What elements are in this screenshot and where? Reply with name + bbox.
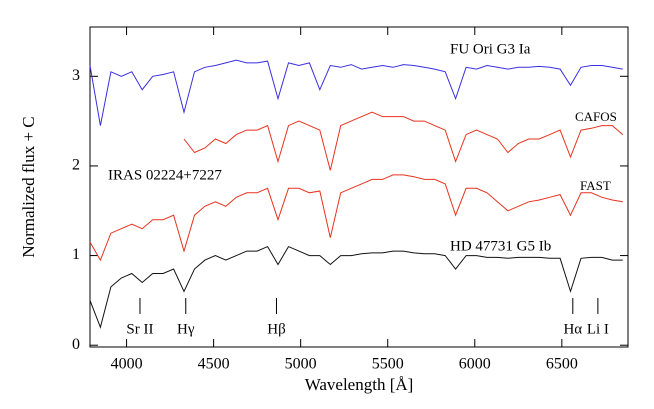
- line-marker-label: Sr II: [126, 321, 153, 337]
- series-label: FU Ori G3 Ia: [450, 41, 531, 57]
- spectrum-line: [89, 245, 623, 329]
- x-tick-label: 4000: [111, 356, 143, 373]
- x-axis-label: Wavelength [Å]: [305, 375, 414, 394]
- y-tick-label: 2: [72, 157, 80, 174]
- x-tick-label: 6000: [459, 356, 491, 373]
- line-marker-label: Hα: [563, 321, 582, 337]
- x-tick-label: 5500: [372, 356, 404, 373]
- series-label: FAST: [580, 178, 611, 193]
- line-marker-label: Hγ: [177, 321, 195, 337]
- y-tick-label: 1: [72, 246, 80, 263]
- x-tick-label: 6500: [546, 356, 578, 373]
- y-tick-label: 0: [72, 336, 80, 353]
- y-axis-label: Normalized flux + C: [19, 116, 38, 257]
- spectrum-line: [89, 174, 623, 262]
- line-marker-label: Hβ: [267, 321, 285, 337]
- series-label: CAFOS: [575, 109, 617, 124]
- x-tick-label: 4500: [198, 356, 230, 373]
- y-tick-label: 3: [72, 67, 80, 84]
- series-label: HD 47731 G5 Ib: [450, 238, 551, 254]
- spectrum-line: [183, 111, 624, 171]
- x-tick-label: 5000: [285, 356, 317, 373]
- annotation: IRAS 02224+7227: [108, 167, 222, 183]
- line-marker-label: Li I: [587, 321, 609, 337]
- plot-frame: [89, 26, 629, 348]
- spectrum-line: [89, 59, 623, 126]
